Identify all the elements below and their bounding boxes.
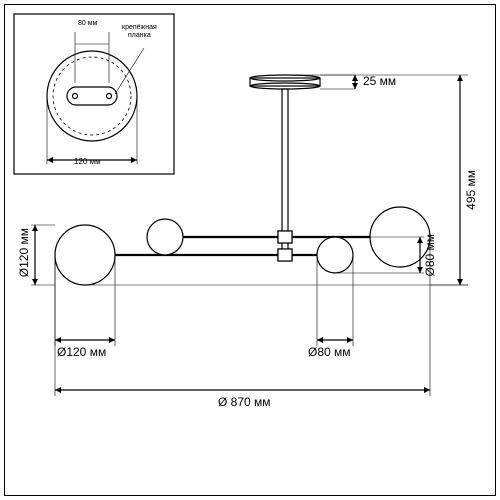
inset-right-label-1: крепёжная [122,24,157,31]
small-sphere-right-dim: Ø80 мм [424,234,436,277]
overall-width-dim: Ø 870 мм [218,396,271,408]
inset-right-label-2: планка [128,32,151,39]
inset-top-dim: 80 мм [78,20,97,27]
overall-height-dim: 495 мм [465,170,477,210]
inset-bottom-dim: 120 мм [74,158,101,166]
big-sphere-bottom-dim: Ø120 мм [57,346,106,358]
small-sphere-bottom-dim: Ø80 мм [308,346,351,358]
big-sphere-left-dim: Ø120 мм [18,228,30,277]
canopy-height-dim: 25 мм [363,75,396,87]
